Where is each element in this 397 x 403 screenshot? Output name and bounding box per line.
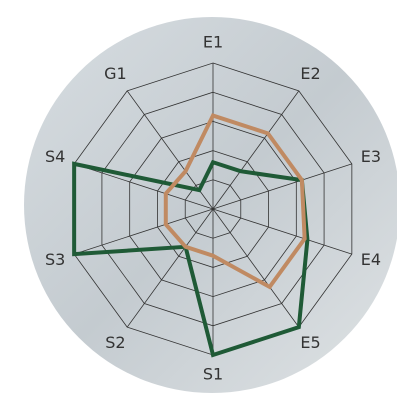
spoke <box>212 163 352 210</box>
axis-label: E1 <box>203 33 223 52</box>
series-line <box>163 113 307 290</box>
grid <box>73 62 353 356</box>
spoke <box>212 208 300 328</box>
labels: E1 E2 E3 E4 E5 S1 S2 S3 S4 G1 <box>45 33 381 384</box>
axis-label: S1 <box>203 365 223 384</box>
spoke <box>74 163 214 210</box>
axis-label: E5 <box>300 333 320 352</box>
spoke <box>212 208 352 255</box>
axis-label: E3 <box>361 147 381 166</box>
axis-label: E4 <box>361 250 381 269</box>
spoke <box>212 90 300 210</box>
spoke <box>74 208 214 255</box>
series-layer <box>72 113 310 358</box>
axis-label: S2 <box>105 333 125 352</box>
axis-label: G1 <box>104 64 127 83</box>
spoke <box>126 208 214 328</box>
series-line <box>72 159 310 358</box>
axis-label: S3 <box>45 250 65 269</box>
axis-label: E2 <box>300 64 320 83</box>
axis-label: S4 <box>45 147 65 166</box>
